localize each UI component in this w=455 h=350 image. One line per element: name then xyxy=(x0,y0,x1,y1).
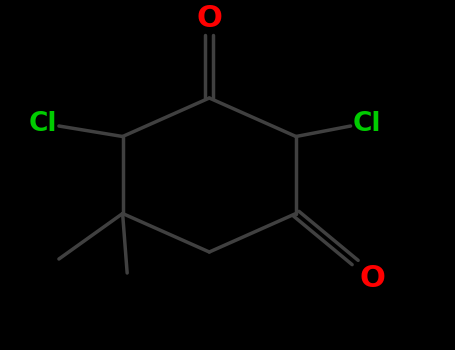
Text: Cl: Cl xyxy=(353,111,381,137)
Text: O: O xyxy=(360,264,385,293)
Text: Cl: Cl xyxy=(28,111,56,137)
Text: O: O xyxy=(197,4,222,33)
